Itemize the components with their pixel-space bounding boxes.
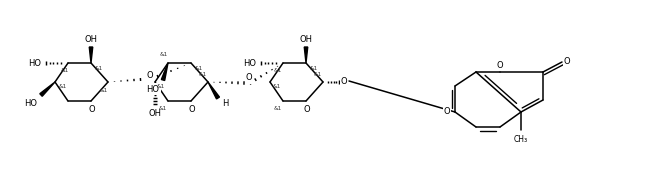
Text: &1: &1 <box>157 84 165 90</box>
Text: O: O <box>246 73 252 82</box>
Text: O: O <box>497 61 503 70</box>
Text: &1: &1 <box>95 65 103 70</box>
Text: OH: OH <box>148 109 161 118</box>
Text: O: O <box>341 76 347 85</box>
Text: O: O <box>88 105 96 115</box>
Polygon shape <box>304 47 307 63</box>
Text: O: O <box>147 72 153 81</box>
Polygon shape <box>40 82 55 96</box>
Text: &1: &1 <box>195 65 203 70</box>
Text: HO: HO <box>146 84 159 93</box>
Text: &1: &1 <box>61 68 69 73</box>
Text: &1: &1 <box>274 67 282 73</box>
Text: O: O <box>188 105 195 115</box>
Text: &1: &1 <box>160 53 168 58</box>
Polygon shape <box>208 82 220 99</box>
Text: &1: &1 <box>100 87 108 93</box>
Text: &1: &1 <box>159 105 167 110</box>
Text: &1: &1 <box>199 73 207 78</box>
Text: HO: HO <box>29 59 42 67</box>
Text: &1: &1 <box>273 84 281 90</box>
Text: OH: OH <box>84 35 98 44</box>
Text: &1: &1 <box>314 73 322 78</box>
Text: &1: &1 <box>310 65 318 70</box>
Polygon shape <box>89 47 93 63</box>
Text: CH₃: CH₃ <box>514 135 528 144</box>
Text: HO: HO <box>244 59 257 67</box>
Text: &1: &1 <box>59 84 67 90</box>
Polygon shape <box>161 63 168 81</box>
Text: &1: &1 <box>274 105 282 110</box>
Text: O: O <box>564 58 570 67</box>
Text: O: O <box>304 105 310 115</box>
Text: O: O <box>444 107 450 116</box>
Text: OH: OH <box>300 35 313 44</box>
Text: H: H <box>222 98 228 107</box>
Text: HO: HO <box>25 98 38 107</box>
